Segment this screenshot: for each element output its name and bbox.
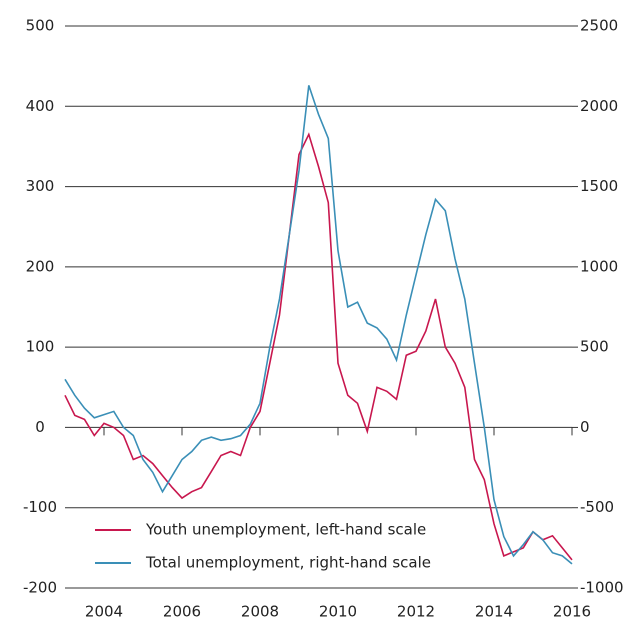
legend-label: Youth unemployment, left-hand scale [145,521,426,539]
y-tick-label: 0 [35,418,45,436]
y2-tick-label: 2500 [580,17,618,35]
x-tick-label: 2004 [85,603,123,621]
y-tick-label: -100 [23,498,57,516]
y2-tick-label: -500 [580,498,614,516]
x-tick-label: 2006 [163,603,201,621]
series-line [64,132,573,561]
x-tick-label: 2008 [241,603,279,621]
x-tick-label: 2014 [475,603,513,621]
y-tick-label: -200 [23,579,57,597]
y2-tick-label: -1000 [580,579,624,597]
y2-tick-label: 1500 [580,177,618,195]
y-tick-label: 500 [26,17,55,35]
y-tick-label: 100 [26,338,55,356]
x-tick-label: 2010 [319,603,357,621]
y2-tick-label: 2000 [580,97,618,115]
y-tick-label: 200 [26,257,55,275]
x-tick-label: 2016 [553,603,591,621]
series-line [64,85,573,565]
y-tick-label: 300 [26,177,55,195]
y2-tick-label: 1000 [580,257,618,275]
legend-label: Total unemployment, right-hand scale [145,554,431,572]
y2-tick-label: 0 [580,418,590,436]
y2-tick-label: 500 [580,338,609,356]
x-tick-label: 2012 [397,603,435,621]
y-tick-label: 400 [26,97,55,115]
